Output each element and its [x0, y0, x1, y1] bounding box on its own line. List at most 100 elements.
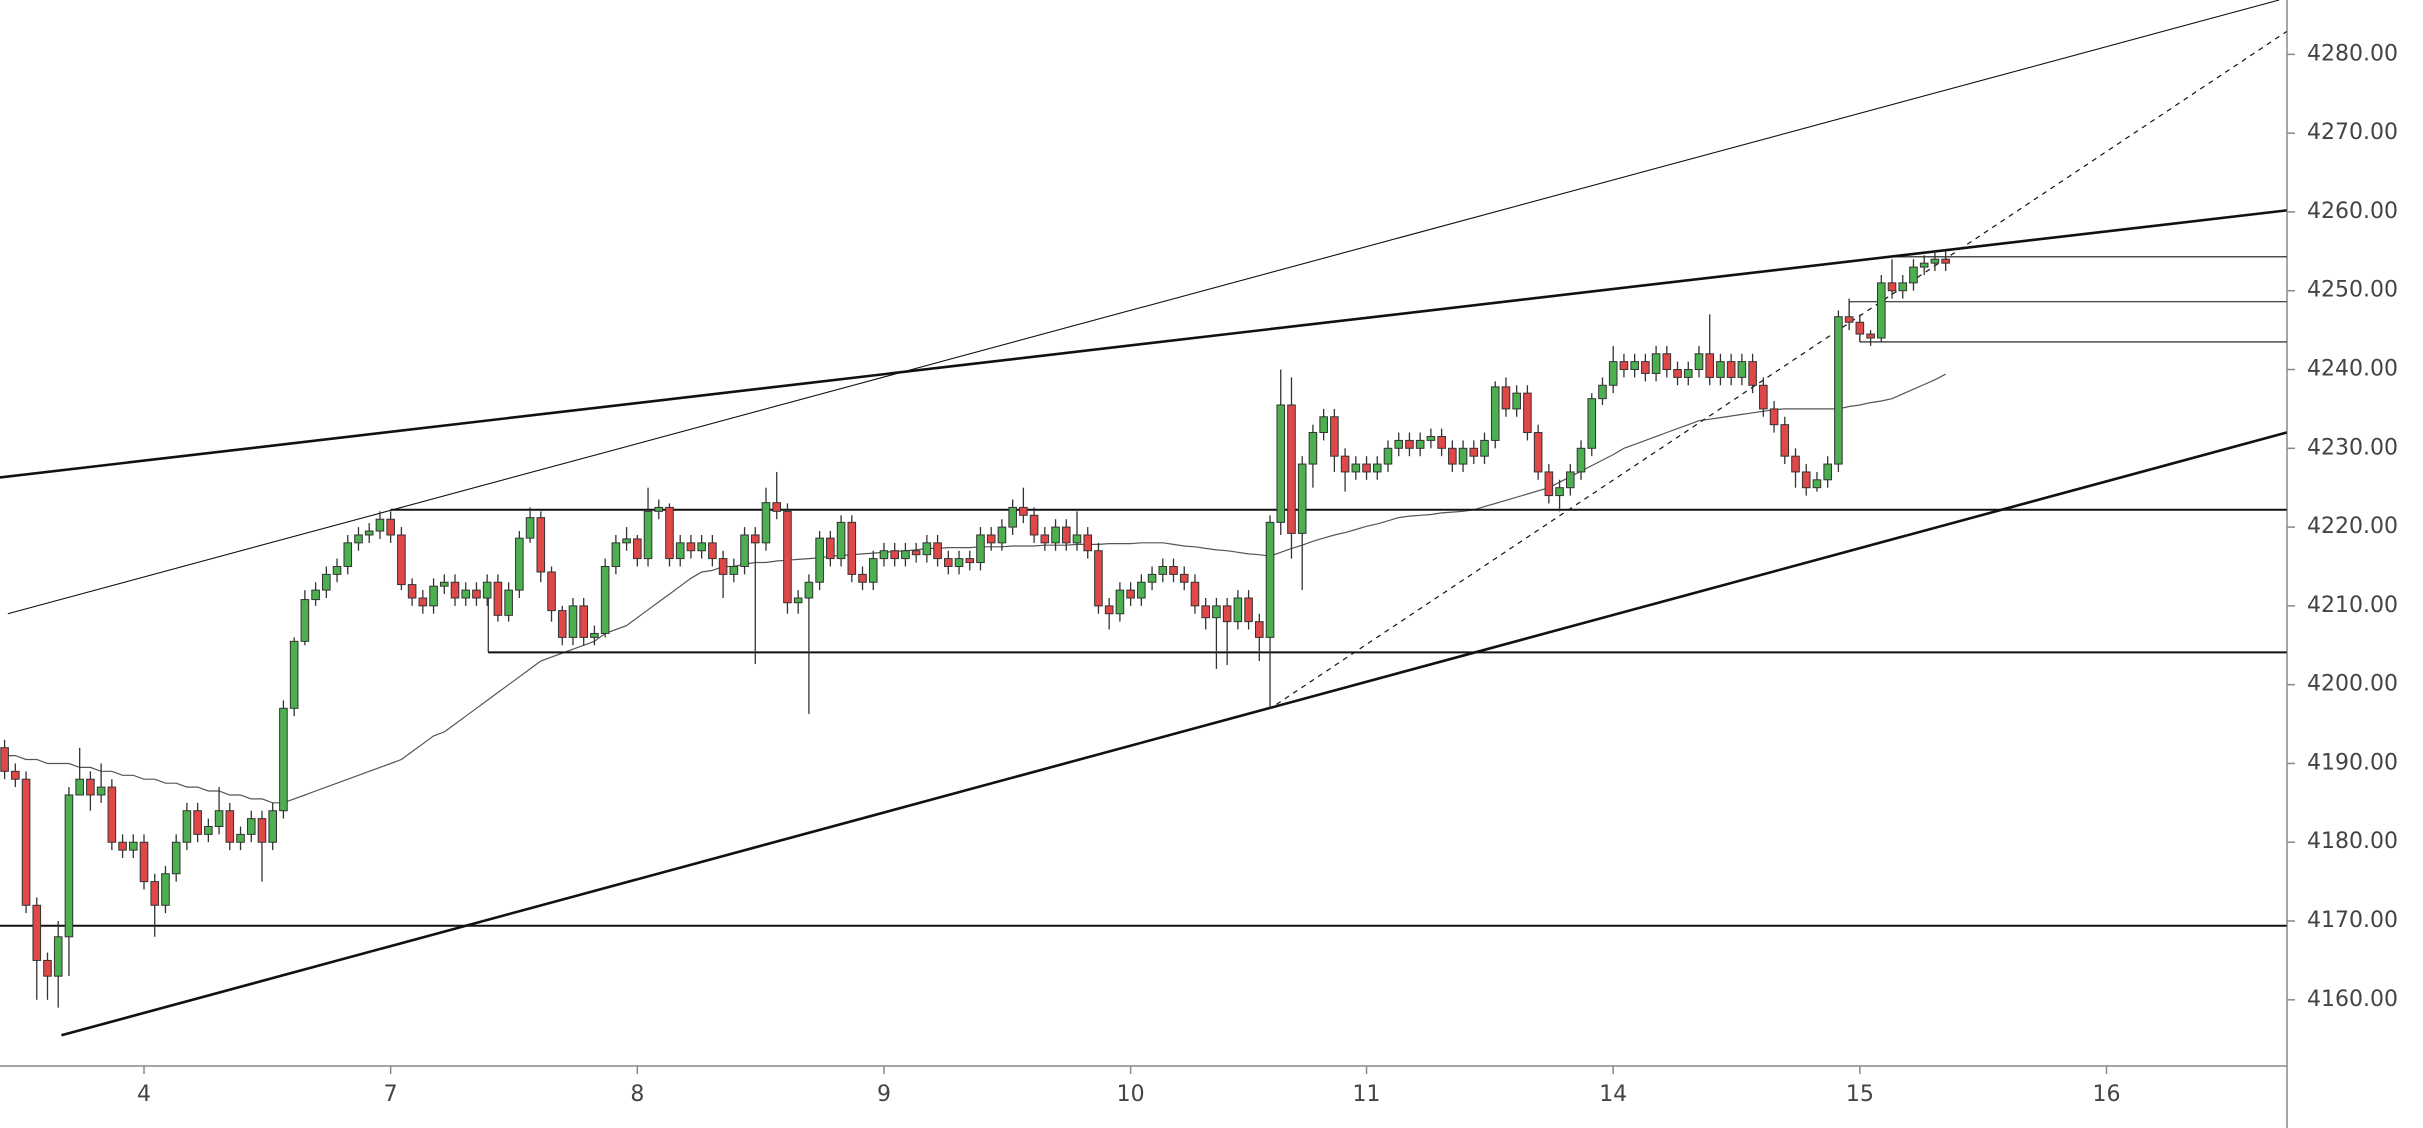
candle-body [1823, 463, 1832, 481]
candle-body [461, 589, 471, 599]
candle-body [643, 510, 653, 560]
candle-body [214, 810, 224, 827]
candle-body [1780, 424, 1790, 457]
candle-body [1877, 282, 1886, 339]
candle-body [1255, 621, 1264, 638]
candle-body [311, 589, 320, 601]
candle-body [1716, 361, 1725, 378]
x-tick-label: 11 [1353, 1082, 1381, 1107]
drawing-line [0, 209, 2287, 479]
candle-body [439, 581, 449, 587]
x-tick-label: 15 [1846, 1082, 1874, 1107]
candle-body [11, 770, 20, 780]
candle-body [879, 550, 889, 560]
candle-body [322, 573, 331, 591]
candle-body [1855, 321, 1865, 335]
drawing-line [1276, 31, 2287, 705]
candle-body [64, 794, 74, 938]
candle-body [922, 542, 932, 556]
y-tick-label: 4250.00 [2307, 278, 2398, 303]
candle-body [1169, 565, 1178, 575]
candle-body [729, 565, 739, 575]
candle-body [1126, 589, 1135, 599]
candle-body [708, 542, 717, 560]
candle-body [1930, 258, 1940, 264]
candle-body [1040, 534, 1050, 544]
candle-body [1008, 506, 1017, 528]
candle-body [1480, 439, 1489, 457]
candle-body [1673, 369, 1682, 378]
moving-average-line [4, 373, 1946, 804]
candle-body [1898, 282, 1908, 292]
candle-body [300, 599, 310, 642]
candle-body [204, 825, 213, 835]
candle-body [525, 517, 535, 539]
candle-body [954, 558, 964, 567]
candle-body [1694, 353, 1704, 371]
candle-body [1844, 316, 1854, 323]
candle-body [43, 959, 52, 977]
candle-body [1458, 447, 1468, 465]
drawing-line [61, 431, 2288, 1037]
candle-body [1029, 514, 1039, 536]
y-tick-label: 4190.00 [2307, 750, 2398, 775]
y-tick-label: 4280.00 [2307, 41, 2398, 66]
candle-body [171, 841, 181, 875]
candle-body [236, 833, 245, 843]
candle-body [772, 502, 782, 512]
x-tick-label: 8 [630, 1082, 644, 1107]
candle-body [911, 550, 921, 556]
candle-body [107, 786, 117, 843]
candle-body [1791, 455, 1800, 473]
candle-body [482, 581, 492, 599]
candle-body [1576, 447, 1586, 473]
candle-body [375, 518, 385, 532]
candle-body [933, 542, 942, 560]
candle-body [1662, 353, 1672, 371]
candle-body [1801, 471, 1811, 489]
candle-body [1061, 526, 1071, 544]
candle-body [354, 534, 363, 544]
x-tick-label: 7 [384, 1082, 398, 1107]
candle-body [1051, 526, 1060, 544]
candle-body [1094, 550, 1103, 607]
candle-body [718, 558, 728, 575]
candle-body [976, 534, 985, 564]
candle-body [1619, 361, 1629, 371]
candle-body [429, 585, 438, 607]
candle-body [1340, 455, 1350, 473]
candle-body [1330, 416, 1339, 457]
candle-body [1544, 471, 1554, 497]
candle-body [139, 841, 149, 883]
y-tick-label: 4170.00 [2307, 908, 2398, 933]
candle-body [1533, 432, 1543, 473]
candle-body [1812, 479, 1822, 489]
candle-body [847, 521, 857, 575]
candle-body [128, 841, 138, 851]
candle-body [1759, 384, 1768, 410]
candle-body [1179, 573, 1189, 583]
drawing-line [7, 0, 2280, 615]
x-tick-label: 4 [137, 1082, 151, 1107]
candle-body [1737, 361, 1747, 378]
candle-body [1705, 353, 1715, 378]
candle-body [633, 538, 642, 560]
candle-body [364, 530, 374, 536]
y-tick-label: 4210.00 [2307, 593, 2398, 618]
candle-body [1222, 605, 1232, 623]
candle-body [332, 565, 342, 575]
candle-body [1426, 435, 1436, 441]
candle-body [536, 517, 546, 573]
candle-body [386, 518, 395, 536]
y-tick-label: 4220.00 [2307, 514, 2398, 539]
candle-body [1383, 447, 1393, 465]
candle-body [1866, 333, 1875, 339]
candle-body [161, 873, 170, 906]
candle-body [279, 707, 288, 812]
candle-body [804, 581, 814, 599]
candle-body [1726, 361, 1736, 378]
candle-body [493, 581, 503, 616]
candle-body [1651, 353, 1661, 374]
candle-body [1394, 439, 1404, 449]
candle-body [997, 526, 1007, 544]
